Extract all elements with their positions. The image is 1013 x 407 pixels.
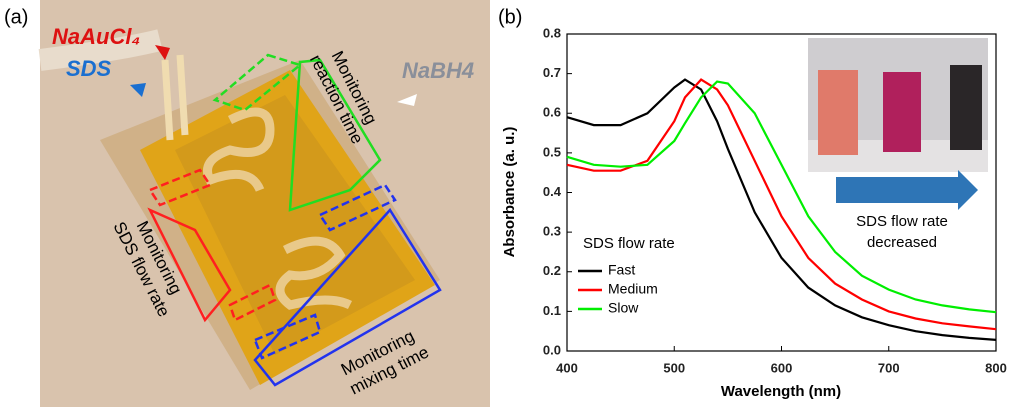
reagent-label: NaBH4	[402, 58, 474, 83]
y-axis-title: Absorbance (a. u.)	[501, 127, 518, 258]
x-tick-label: 800	[985, 360, 1007, 375]
panel-label: (b)	[498, 6, 522, 28]
x-tick-label: 700	[878, 360, 900, 375]
series-line	[566, 80, 997, 314]
y-tick-label: 0.7	[543, 65, 561, 80]
reagent-label: SDS	[66, 56, 112, 81]
photo	[38, 0, 490, 407]
legend-label: Medium	[608, 281, 658, 297]
inset-photo	[808, 38, 988, 172]
annotation: SDS flow rate	[856, 213, 948, 230]
panel-label: (a)	[4, 6, 28, 28]
x-tick-label: 600	[771, 360, 793, 375]
y-tick-label: 0.2	[543, 263, 561, 278]
y-tick-label: 0.6	[543, 105, 561, 120]
x-tick-label: 500	[663, 360, 685, 375]
y-tick-label: 0.0	[543, 342, 561, 357]
series-line	[566, 78, 997, 331]
y-tick-label: 0.8	[543, 25, 561, 40]
y-tick-label: 0.5	[543, 144, 561, 159]
reagent-label: NaAuCl₄	[52, 24, 140, 49]
arrow	[836, 170, 978, 210]
legend-label: Fast	[608, 262, 635, 278]
y-tick-label: 0.3	[543, 224, 561, 239]
series-line	[566, 78, 997, 341]
annotation: decreased	[867, 234, 937, 251]
legend-label: Slow	[608, 300, 639, 316]
y-tick-label: 0.1	[543, 303, 561, 318]
y-tick-label: 0.4	[543, 184, 562, 199]
x-axis-title: Wavelength (nm)	[721, 383, 841, 400]
legend-title: SDS flow rate	[583, 235, 675, 252]
x-tick-label: 400	[556, 360, 578, 375]
